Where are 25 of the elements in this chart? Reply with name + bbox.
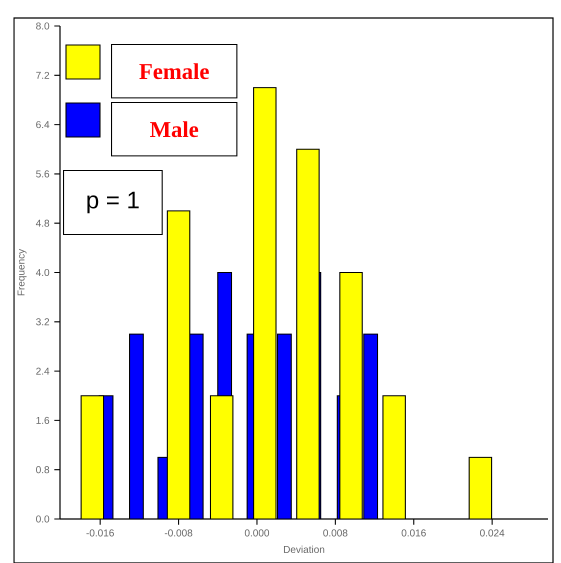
y-axis-title: Frequency: [18, 248, 27, 296]
x-tick-label: 0.008: [323, 529, 348, 536]
bar: [363, 334, 378, 519]
x-tick-label: 0.000: [244, 529, 270, 536]
x-tick-label: -0.016: [86, 529, 114, 536]
y-tick-label: 3.2: [36, 318, 50, 326]
y-tick-label: 7.2: [36, 72, 50, 79]
annotation: p = 1: [87, 192, 139, 214]
y-tick-label: 8.0: [36, 22, 50, 30]
y-tick-label: 5.6: [36, 170, 50, 178]
y-tick-label: 6.4: [36, 121, 50, 128]
bar: [276, 334, 292, 519]
y-tick-label: 1.6: [36, 416, 50, 424]
y-tick-label: 0.8: [36, 466, 50, 474]
y-tick-label: 4.8: [36, 220, 50, 227]
x-tick-label: 0.016: [402, 529, 426, 536]
legend-label: Female: [139, 63, 209, 80]
x-tick-label: 0.024: [480, 529, 504, 536]
bar: [129, 334, 144, 519]
y-tick-label: 2.4: [36, 368, 50, 375]
y-tick-label: 0.0: [36, 515, 50, 523]
x-tick-label: -0.008: [164, 529, 192, 536]
legend-label: Male: [150, 121, 198, 138]
y-tick-label: 4.0: [36, 268, 50, 276]
x-axis-title: Deviation: [284, 546, 324, 553]
